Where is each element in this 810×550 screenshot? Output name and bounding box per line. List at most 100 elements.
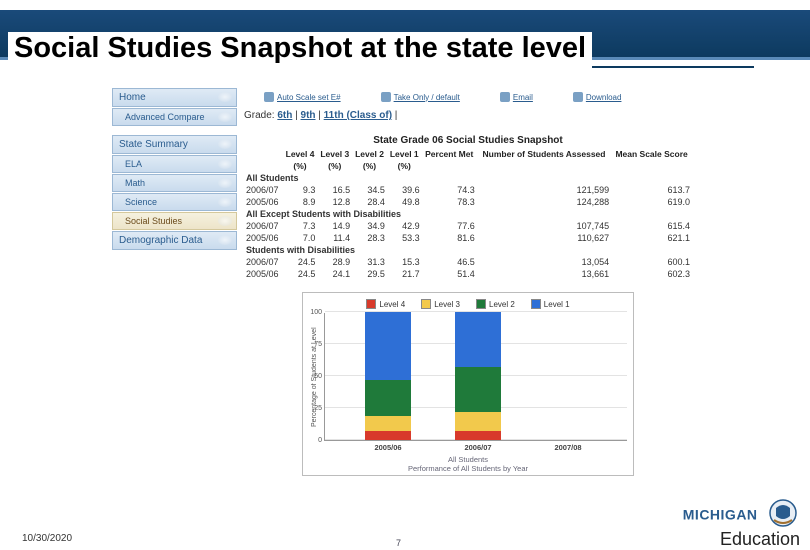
- print-action[interactable]: Take Only / default: [381, 88, 460, 106]
- sidebar-item-science[interactable]: Science: [112, 193, 237, 211]
- data-cell: 621.1: [611, 232, 692, 244]
- bar-segment: [365, 312, 411, 380]
- data-cell: 600.1: [611, 256, 692, 268]
- pdf-icon: [264, 92, 274, 102]
- legend-label: Level 1: [544, 300, 570, 309]
- chart-container: Level 4Level 3Level 2Level 1 Percentage …: [302, 292, 634, 476]
- legend-swatch: [421, 299, 431, 309]
- data-cell: 13,661: [477, 268, 611, 280]
- data-cell: 49.8: [387, 196, 422, 208]
- sidebar: HomeAdvanced Compare State SummaryELAMath…: [112, 88, 237, 251]
- data-cell: 81.6: [422, 232, 477, 244]
- grade-link-9th[interactable]: 9th: [301, 110, 316, 121]
- footer-date: 10/30/2020: [22, 533, 72, 544]
- sidebar-item-math[interactable]: Math: [112, 174, 237, 192]
- data-cell: 24.1: [317, 268, 352, 280]
- col-subheader: [422, 160, 477, 172]
- grade-label: Grade:: [244, 110, 275, 121]
- table-row: 2005/067.011.428.353.381.6110,627621.1: [244, 232, 692, 244]
- data-cell: 107,745: [477, 220, 611, 232]
- chart-legend: Level 4 Level 3 Level 2 Level 1: [309, 299, 627, 309]
- sidebar-item-home[interactable]: Home: [112, 88, 237, 107]
- grade-link-6th[interactable]: 6th: [277, 110, 292, 121]
- email-action[interactable]: Email: [500, 88, 533, 106]
- legend-label: Level 2: [489, 300, 515, 309]
- year-cell: 2005/06: [244, 232, 283, 244]
- grade-link-11thclassof[interactable]: 11th (Class of): [324, 110, 392, 121]
- sidebar-item-ela[interactable]: ELA: [112, 155, 237, 173]
- col-subheader: [611, 160, 692, 172]
- logo-text-line1: MICHIGAN: [683, 507, 758, 523]
- col-header: Mean Scale Score: [611, 148, 692, 160]
- legend-swatch: [476, 299, 486, 309]
- bar-segment: [365, 380, 411, 416]
- data-cell: 24.5: [283, 256, 318, 268]
- download-action[interactable]: Download: [573, 88, 622, 106]
- data-cell: 46.5: [422, 256, 477, 268]
- content-area: HomeAdvanced Compare State SummaryELAMath…: [0, 88, 810, 512]
- sidebar-item-advanced-compare[interactable]: Advanced Compare: [112, 108, 237, 126]
- data-cell: 110,627: [477, 232, 611, 244]
- data-cell: 34.9: [352, 220, 387, 232]
- download-icon: [573, 92, 583, 102]
- print-icon: [381, 92, 391, 102]
- bar-segment: [455, 431, 501, 440]
- toolbar-label: Auto Scale set E#: [277, 93, 341, 102]
- data-cell: 51.4: [422, 268, 477, 280]
- legend-item: Level 1: [531, 299, 570, 309]
- page-title: Social Studies Snapshot at the state lev…: [8, 32, 592, 71]
- col-subheader: (%): [352, 160, 387, 172]
- main-panel: Auto Scale set E# Take Only / default Emai…: [244, 88, 692, 476]
- year-cell: 2005/06: [244, 196, 283, 208]
- sidebar-item-demographic-data[interactable]: Demographic Data: [112, 231, 237, 250]
- bar-segment: [455, 367, 501, 412]
- sidebar-item-social-studies[interactable]: Social Studies: [112, 212, 237, 230]
- data-cell: 42.9: [387, 220, 422, 232]
- table-row: 2006/079.316.534.539.674.3121,599613.7: [244, 184, 692, 196]
- col-subheader: (%): [317, 160, 352, 172]
- legend-label: Level 4: [379, 300, 405, 309]
- data-cell: 28.9: [317, 256, 352, 268]
- bar-column: [455, 312, 501, 440]
- y-tick: 50: [307, 373, 322, 380]
- data-cell: 53.3: [387, 232, 422, 244]
- x-tick: 2007/08: [538, 443, 598, 452]
- grade-selector: Grade: 6th | 9th | 11th (Class of) |: [244, 110, 692, 121]
- pdf-action[interactable]: Auto Scale set E#: [264, 88, 341, 106]
- data-cell: 9.3: [283, 184, 318, 196]
- toolbar-label: Download: [586, 93, 622, 102]
- group-header: Students with Disabilities: [244, 244, 692, 256]
- col-subheader: (%): [387, 160, 422, 172]
- data-cell: 28.3: [352, 232, 387, 244]
- group-header: All Students: [244, 172, 692, 184]
- col-subheader: [477, 160, 611, 172]
- table-row: 2006/0724.528.931.315.346.513,054600.1: [244, 256, 692, 268]
- sidebar-item-state-summary[interactable]: State Summary: [112, 135, 237, 154]
- chart-subtitle-bottom: Performance of All Students by Year: [309, 464, 627, 473]
- data-cell: 11.4: [317, 232, 352, 244]
- y-tick: 0: [307, 437, 322, 444]
- data-cell: 7.0: [283, 232, 318, 244]
- bar-segment: [365, 431, 411, 440]
- data-cell: 124,288: [477, 196, 611, 208]
- toolbar: Auto Scale set E# Take Only / default Emai…: [244, 88, 692, 106]
- legend-label: Level 3: [434, 300, 460, 309]
- data-cell: 31.3: [352, 256, 387, 268]
- toolbar-label: Email: [513, 93, 533, 102]
- year-cell: 2006/07: [244, 220, 283, 232]
- data-cell: 615.4: [611, 220, 692, 232]
- data-cell: 29.5: [352, 268, 387, 280]
- year-cell: 2005/06: [244, 268, 283, 280]
- bar-segment: [455, 312, 501, 367]
- brand-logo: MICHIGAN Education: [683, 498, 800, 550]
- data-cell: 21.7: [387, 268, 422, 280]
- x-tick: 2006/07: [448, 443, 508, 452]
- data-cell: 121,599: [477, 184, 611, 196]
- y-tick: 100: [307, 309, 322, 316]
- legend-item: Level 4: [366, 299, 405, 309]
- snapshot-table: Level 4Level 3Level 2Level 1Percent MetN…: [244, 148, 692, 280]
- legend-item: Level 2: [476, 299, 515, 309]
- data-cell: 28.4: [352, 196, 387, 208]
- legend-item: Level 3: [421, 299, 460, 309]
- bar-segment: [455, 412, 501, 431]
